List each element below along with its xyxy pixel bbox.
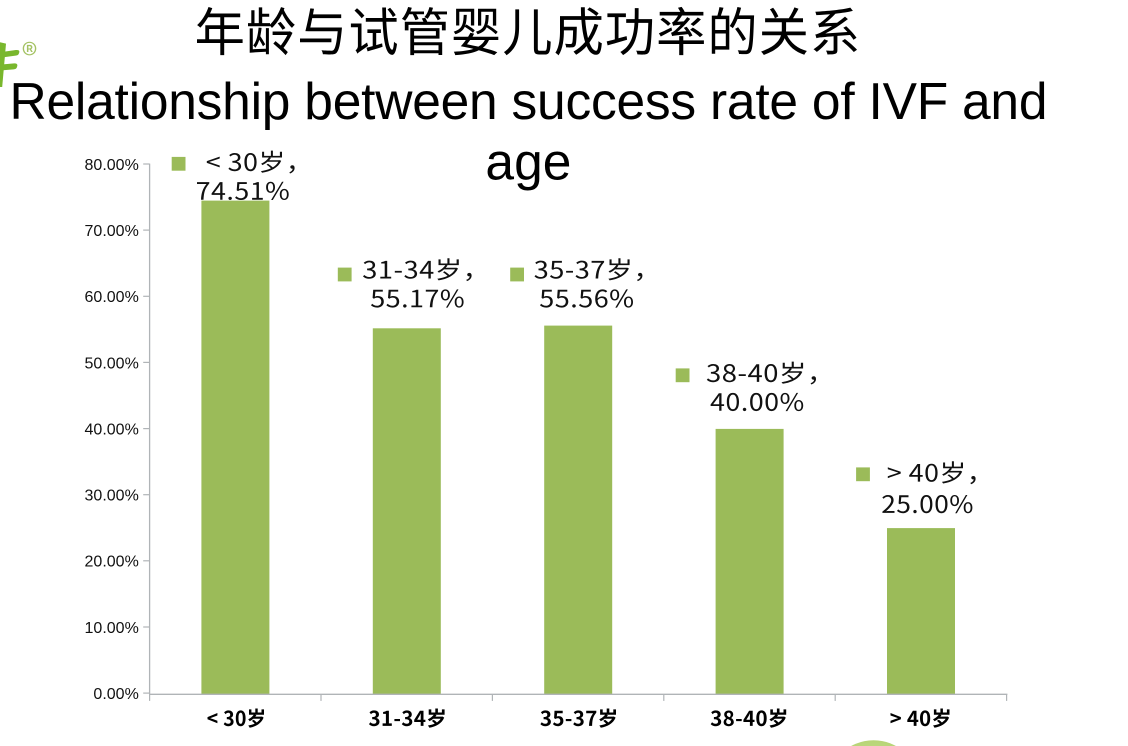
svg-text:10.00%: 10.00% <box>85 620 139 637</box>
svg-text:40.00%: 40.00% <box>85 421 139 438</box>
svg-text:30.00%: 30.00% <box>85 488 139 505</box>
svg-text:80.00%: 80.00% <box>85 157 139 174</box>
svg-text:20.00%: 20.00% <box>85 554 139 571</box>
svg-text:Relationship between success r: Relationship between success rate of IVF… <box>10 72 1048 130</box>
svg-text:50.00%: 50.00% <box>85 355 139 372</box>
svg-text:0.00%: 0.00% <box>93 686 138 703</box>
svg-text:70.00%: 70.00% <box>85 223 139 240</box>
svg-text:60.00%: 60.00% <box>85 289 139 306</box>
svg-text:age: age <box>485 133 571 191</box>
